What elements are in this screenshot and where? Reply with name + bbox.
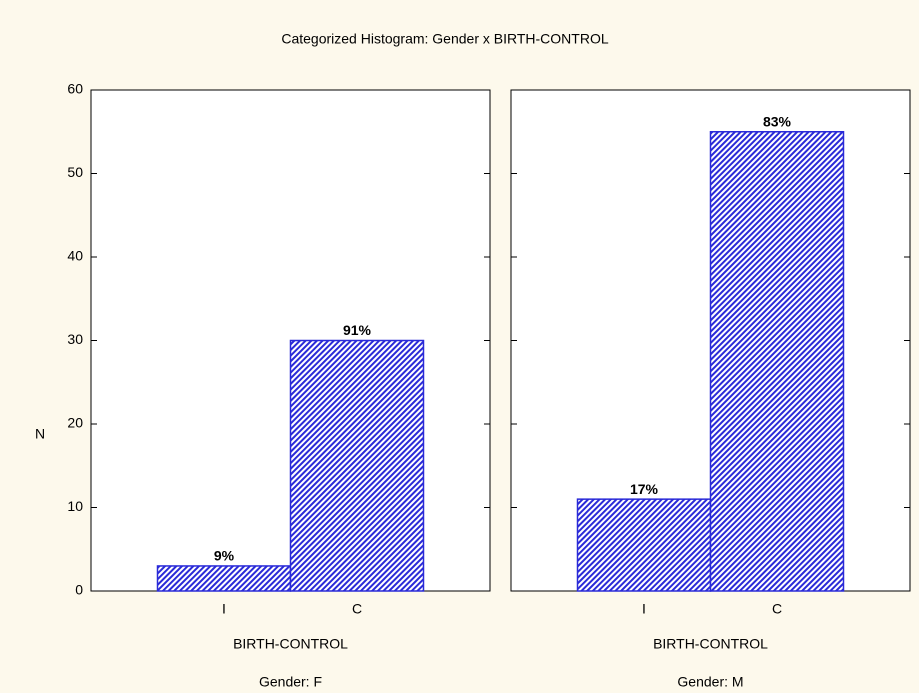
bar (709, 131, 845, 592)
x-tick-label: I (642, 601, 646, 617)
value-label: 91% (343, 322, 372, 338)
y-tick-label: 40 (67, 248, 83, 264)
x-axis-label: BIRTH-CONTROL (233, 636, 348, 652)
y-tick-label: 30 (67, 331, 83, 347)
y-tick-label: 0 (75, 582, 83, 598)
bar (289, 339, 425, 592)
y-tick-label: 20 (67, 415, 83, 431)
value-label: 9% (214, 548, 235, 564)
y-tick-label: 60 (67, 81, 83, 97)
value-label: 83% (763, 113, 792, 129)
x-tick-label: C (772, 601, 782, 617)
y-tick-label: 50 (67, 164, 83, 180)
value-label: 17% (630, 481, 659, 497)
y-axis-label: N (35, 426, 45, 442)
y-tick-label: 10 (67, 498, 83, 514)
x-tick-label: C (352, 601, 362, 617)
bar (156, 565, 292, 592)
chart-title: Categorized Histogram: Gender x BIRTH-CO… (281, 31, 608, 47)
x-axis-label: BIRTH-CONTROL (653, 636, 768, 652)
bar (576, 498, 712, 592)
x-tick-label: I (222, 601, 226, 617)
panel-label: Gender: F (259, 674, 322, 690)
panel-label: Gender: M (677, 674, 743, 690)
